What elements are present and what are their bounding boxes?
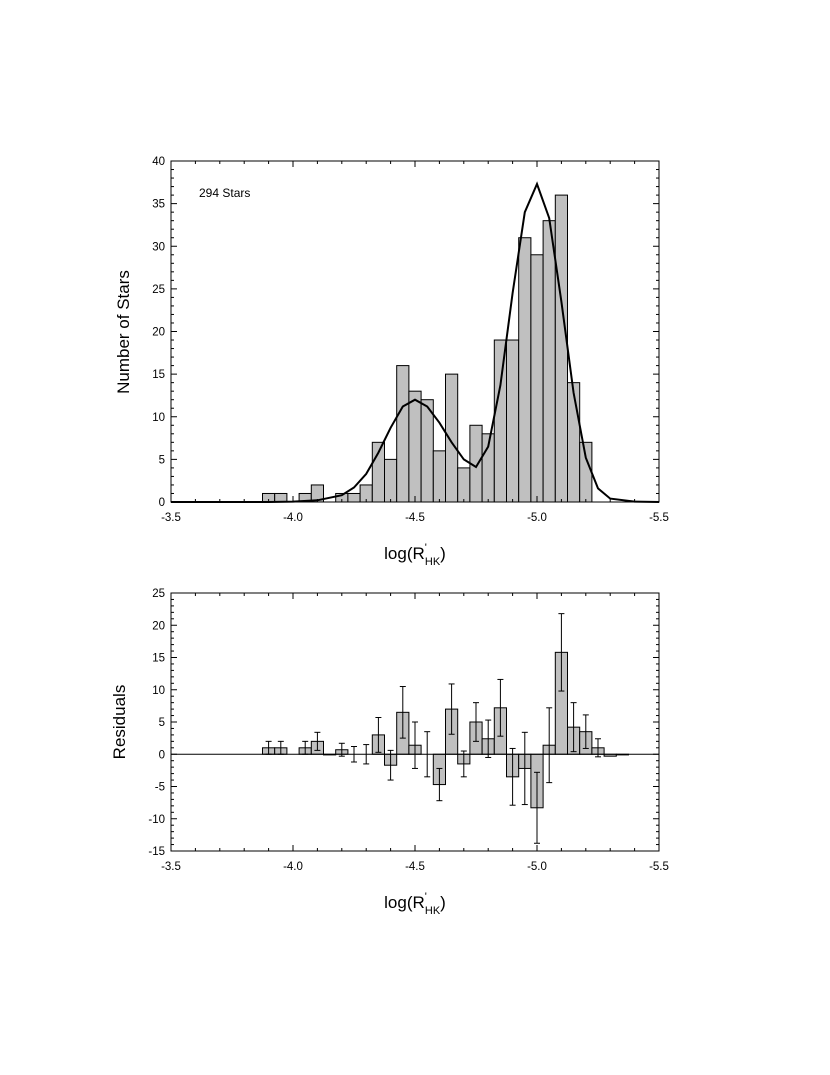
x-axis-label: log(R' HK) [384, 891, 446, 917]
x-tick-label: -4.0 [283, 512, 303, 524]
x-label-prime: ' [425, 891, 427, 903]
x-tick-label: -4.5 [405, 512, 425, 524]
y-tick-label: 20 [152, 620, 165, 632]
histogram-bar [420, 399, 434, 503]
x-label-close: ) [440, 893, 446, 912]
x-label-subscript: HK [425, 905, 441, 917]
histogram-bar [542, 220, 556, 503]
histogram-bars [262, 194, 593, 503]
error-bars [265, 613, 601, 844]
x-label-close: ) [440, 544, 446, 563]
y-tick-label: 15 [152, 653, 165, 665]
y-tick-label: 20 [152, 327, 165, 339]
histogram-bar [567, 382, 581, 503]
y-tick-labels: -15 -10 -5 0 5 10 15 20 25 [148, 588, 165, 858]
y-tick-label: 30 [152, 241, 165, 253]
y-tick-label: 5 [159, 454, 165, 466]
y-axis-label: Number of Stars [114, 270, 133, 394]
x-tick-label: -4.5 [405, 861, 425, 873]
histogram-bar [506, 339, 520, 503]
histogram-panel: -3.5 -4.0 -4.5 -5.0 -5.5 0 5 10 15 20 25 30 35 40 29… [114, 156, 669, 568]
y-tick-label: -15 [148, 846, 165, 858]
histogram-bar [457, 467, 471, 503]
residuals-panel: -3.5 -4.0 -4.5 -5.0 -5.5 -15-10-50510152025 … [110, 588, 669, 917]
star-count-annotation: 294 Stars [199, 186, 250, 200]
axis-ticks [170, 160, 660, 503]
y-tick-labels: 0 5 10 15 20 25 30 35 40 [152, 156, 165, 509]
histogram-bar [445, 373, 459, 503]
x-tick-labels: -3.5 -4.0 -4.5 -5.0 -5.5 [161, 512, 669, 524]
histogram-bar [384, 458, 398, 503]
y-tick-label: 10 [152, 412, 165, 424]
histogram-bar [274, 492, 288, 503]
x-tick-label: -5.5 [649, 512, 669, 524]
y-axis-label: Residuals [110, 685, 129, 760]
x-tick-label: -3.5 [161, 512, 181, 524]
y-tick-label: 25 [152, 284, 165, 296]
y-tick-label: 15 [152, 369, 165, 381]
y-tick-label: 40 [152, 156, 165, 168]
y-tick-label: 25 [152, 588, 165, 600]
histogram-bar [518, 237, 532, 503]
y-tick-label: -10 [148, 814, 165, 826]
axis-ticks [170, 592, 660, 852]
histogram-bar [347, 492, 361, 503]
x-tick-label: -5.0 [527, 861, 547, 873]
x-tick-label: -5.0 [527, 512, 547, 524]
histogram-bar [554, 194, 568, 503]
histogram-bar [432, 450, 446, 503]
y-tick-label: 5 [159, 717, 165, 729]
histogram-bar [408, 390, 422, 503]
x-tick-label: -4.0 [283, 861, 303, 873]
histogram-bar [396, 365, 410, 503]
x-tick-labels: -3.5 -4.0 -4.5 -5.0 -5.5 [161, 861, 669, 873]
x-tick-label: -3.5 [161, 861, 181, 873]
y-tick-label: 0 [159, 497, 165, 509]
y-tick-label: 10 [152, 685, 165, 697]
y-tick-label: -5 [155, 782, 165, 794]
histogram-bar [493, 339, 507, 503]
fit-curve [171, 181, 660, 503]
y-tick-label: 35 [152, 199, 165, 211]
x-label-subscript: HK [425, 556, 441, 568]
histogram-bar [579, 441, 593, 503]
x-axis-label: log(R' HK) [384, 542, 446, 568]
x-tick-label: -5.5 [649, 861, 669, 873]
histogram-bar [530, 254, 544, 503]
y-tick-label: 0 [159, 749, 165, 761]
x-label-base: log(R [384, 544, 425, 563]
x-label-prime: ' [425, 542, 427, 554]
x-label-base: log(R [384, 893, 425, 912]
